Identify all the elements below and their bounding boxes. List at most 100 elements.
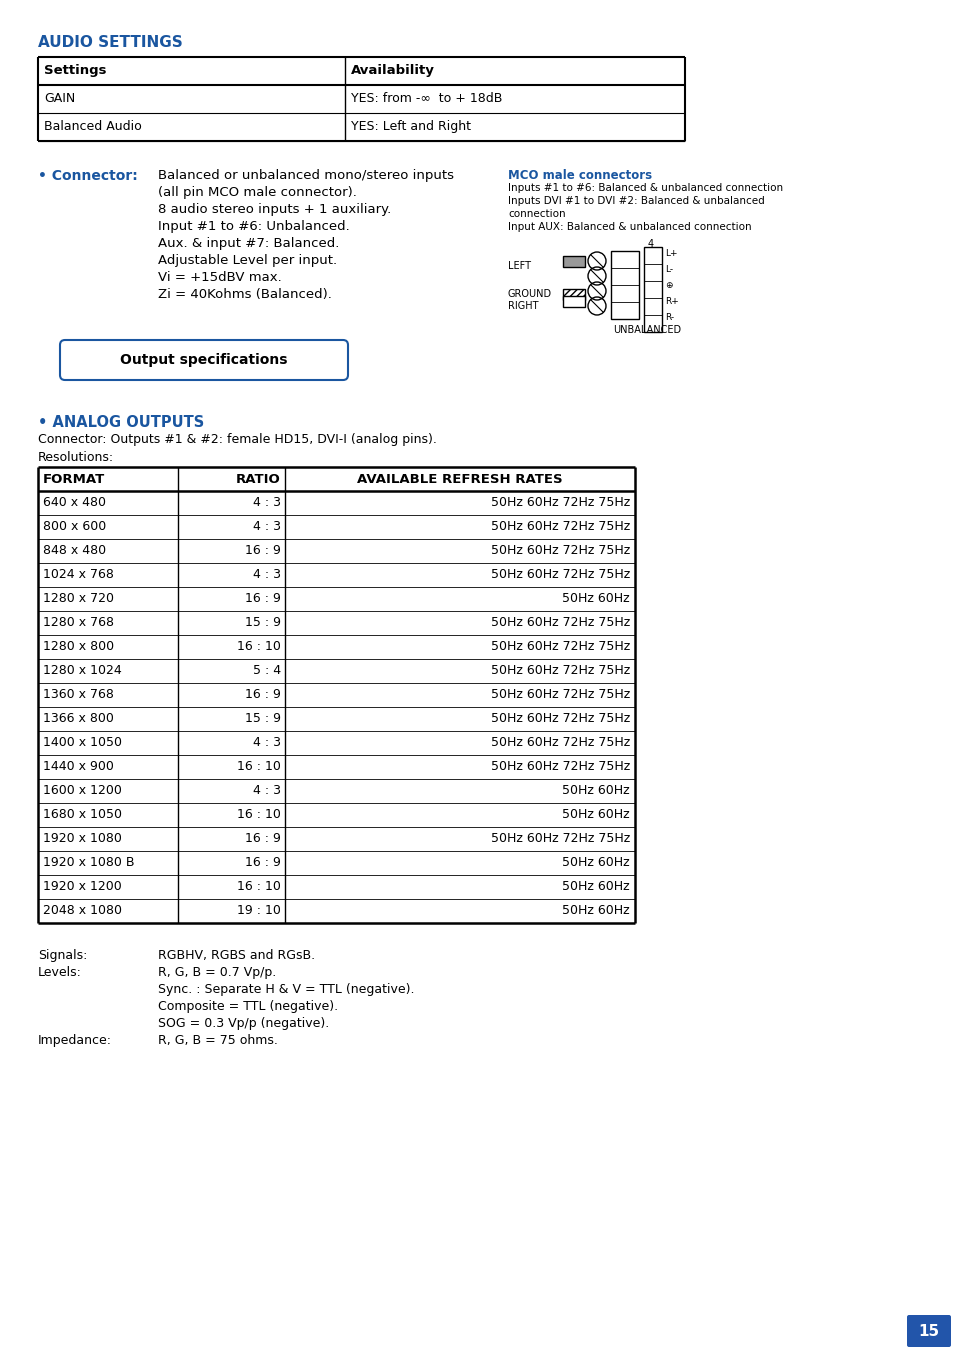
Text: Impedance:: Impedance: — [38, 1034, 112, 1048]
Text: UNBALANCED: UNBALANCED — [613, 325, 680, 335]
Text: R, G, B = 75 ohms.: R, G, B = 75 ohms. — [158, 1034, 277, 1048]
Bar — [562, 296, 584, 306]
Text: 16 : 10: 16 : 10 — [237, 880, 281, 892]
Text: YES: from -∞  to + 18dB: YES: from -∞ to + 18dB — [351, 92, 502, 105]
Text: FORMAT: FORMAT — [43, 472, 105, 486]
Text: 50Hz 60Hz 72Hz 75Hz: 50Hz 60Hz 72Hz 75Hz — [490, 568, 629, 580]
Text: Levels:: Levels: — [38, 967, 82, 979]
Text: Input #1 to #6: Unbalanced.: Input #1 to #6: Unbalanced. — [158, 220, 350, 234]
Text: Inputs #1 to #6: Balanced & unbalanced connection: Inputs #1 to #6: Balanced & unbalanced c… — [507, 184, 782, 193]
Text: 1600 x 1200: 1600 x 1200 — [43, 784, 122, 796]
Text: 15 : 9: 15 : 9 — [245, 711, 281, 725]
Text: 16 : 10: 16 : 10 — [237, 809, 281, 821]
Text: 50Hz 60Hz: 50Hz 60Hz — [561, 809, 629, 821]
Text: 50Hz 60Hz: 50Hz 60Hz — [561, 784, 629, 796]
Text: Connector: Outputs #1 & #2: female HD15, DVI-I (analog pins).: Connector: Outputs #1 & #2: female HD15,… — [38, 433, 436, 446]
Text: 1280 x 768: 1280 x 768 — [43, 616, 113, 629]
Text: Balanced Audio: Balanced Audio — [44, 120, 142, 134]
Text: 16 : 9: 16 : 9 — [245, 856, 281, 869]
Text: 50Hz 60Hz 72Hz 75Hz: 50Hz 60Hz 72Hz 75Hz — [490, 711, 629, 725]
Text: GAIN: GAIN — [44, 92, 75, 105]
Text: 640 x 480: 640 x 480 — [43, 495, 106, 509]
Text: 4 : 3: 4 : 3 — [253, 520, 281, 533]
Bar — [643, 247, 661, 332]
FancyBboxPatch shape — [60, 340, 348, 379]
Text: R+: R+ — [664, 297, 678, 306]
Text: 16 : 9: 16 : 9 — [245, 832, 281, 845]
Text: 50Hz 60Hz 72Hz 75Hz: 50Hz 60Hz 72Hz 75Hz — [490, 688, 629, 701]
Text: 50Hz 60Hz 72Hz 75Hz: 50Hz 60Hz 72Hz 75Hz — [490, 664, 629, 676]
Text: Sync. : Separate H & V = TTL (negative).: Sync. : Separate H & V = TTL (negative). — [158, 983, 414, 996]
Text: • Connector:: • Connector: — [38, 169, 137, 184]
Text: Inputs DVI #1 to DVI #2: Balanced & unbalanced: Inputs DVI #1 to DVI #2: Balanced & unba… — [507, 196, 764, 207]
Text: LEFT: LEFT — [507, 261, 531, 271]
Text: Vi = +15dBV max.: Vi = +15dBV max. — [158, 271, 281, 284]
Text: 1280 x 1024: 1280 x 1024 — [43, 664, 122, 676]
Text: 50Hz 60Hz 72Hz 75Hz: 50Hz 60Hz 72Hz 75Hz — [490, 520, 629, 533]
Text: 19 : 10: 19 : 10 — [237, 904, 281, 917]
Text: 4: 4 — [647, 239, 654, 248]
Text: 848 x 480: 848 x 480 — [43, 544, 106, 558]
Text: AVAILABLE REFRESH RATES: AVAILABLE REFRESH RATES — [356, 472, 562, 486]
Text: 16 : 9: 16 : 9 — [245, 593, 281, 605]
Text: 16 : 9: 16 : 9 — [245, 688, 281, 701]
Text: R-: R- — [664, 313, 674, 323]
Text: • ANALOG OUTPUTS: • ANALOG OUTPUTS — [38, 414, 204, 431]
Text: 50Hz 60Hz: 50Hz 60Hz — [561, 856, 629, 869]
Text: SOG = 0.3 Vp/p (negative).: SOG = 0.3 Vp/p (negative). — [158, 1017, 329, 1030]
Text: 8 audio stereo inputs + 1 auxiliary.: 8 audio stereo inputs + 1 auxiliary. — [158, 202, 391, 216]
Text: Availability: Availability — [351, 63, 435, 77]
Text: 50Hz 60Hz 72Hz 75Hz: 50Hz 60Hz 72Hz 75Hz — [490, 616, 629, 629]
Text: 1400 x 1050: 1400 x 1050 — [43, 736, 122, 749]
Text: 50Hz 60Hz: 50Hz 60Hz — [561, 880, 629, 892]
Text: 800 x 600: 800 x 600 — [43, 520, 106, 533]
Text: Signals:: Signals: — [38, 949, 88, 963]
Text: Output specifications: Output specifications — [120, 352, 288, 367]
Text: 4 : 3: 4 : 3 — [253, 568, 281, 580]
Text: Aux. & input #7: Balanced.: Aux. & input #7: Balanced. — [158, 238, 339, 250]
Text: 1280 x 720: 1280 x 720 — [43, 593, 113, 605]
Text: RIGHT: RIGHT — [507, 301, 537, 310]
Bar — [562, 289, 584, 300]
Text: 16 : 10: 16 : 10 — [237, 640, 281, 653]
Bar — [610, 251, 639, 319]
Text: 1920 x 1200: 1920 x 1200 — [43, 880, 122, 892]
Text: 1366 x 800: 1366 x 800 — [43, 711, 113, 725]
Text: 16 : 9: 16 : 9 — [245, 544, 281, 558]
Text: 1920 x 1080 B: 1920 x 1080 B — [43, 856, 134, 869]
Text: 50Hz 60Hz 72Hz 75Hz: 50Hz 60Hz 72Hz 75Hz — [490, 760, 629, 774]
Text: 5 : 4: 5 : 4 — [253, 664, 281, 676]
Text: Balanced or unbalanced mono/stereo inputs: Balanced or unbalanced mono/stereo input… — [158, 169, 454, 182]
Text: 15: 15 — [918, 1323, 939, 1338]
FancyBboxPatch shape — [906, 1315, 950, 1347]
Text: 50Hz 60Hz 72Hz 75Hz: 50Hz 60Hz 72Hz 75Hz — [490, 495, 629, 509]
Text: YES: Left and Right: YES: Left and Right — [351, 120, 471, 134]
Text: 50Hz 60Hz 72Hz 75Hz: 50Hz 60Hz 72Hz 75Hz — [490, 544, 629, 558]
Text: Adjustable Level per input.: Adjustable Level per input. — [158, 254, 336, 267]
Text: 50Hz 60Hz 72Hz 75Hz: 50Hz 60Hz 72Hz 75Hz — [490, 640, 629, 653]
Text: 1360 x 768: 1360 x 768 — [43, 688, 113, 701]
Text: 50Hz 60Hz: 50Hz 60Hz — [561, 593, 629, 605]
Text: 1920 x 1080: 1920 x 1080 — [43, 832, 122, 845]
Text: Settings: Settings — [44, 63, 107, 77]
Text: GROUND: GROUND — [507, 289, 552, 298]
Text: AUDIO SETTINGS: AUDIO SETTINGS — [38, 35, 183, 50]
Text: connection: connection — [507, 209, 565, 219]
Text: Resolutions:: Resolutions: — [38, 451, 114, 464]
Text: (all pin MCO male connector).: (all pin MCO male connector). — [158, 186, 356, 198]
Text: 50Hz 60Hz: 50Hz 60Hz — [561, 904, 629, 917]
Text: RATIO: RATIO — [236, 472, 281, 486]
Bar — [562, 256, 584, 267]
Text: 1280 x 800: 1280 x 800 — [43, 640, 114, 653]
Text: ⊕: ⊕ — [664, 281, 672, 290]
Text: Composite = TTL (negative).: Composite = TTL (negative). — [158, 1000, 337, 1012]
Text: L+: L+ — [664, 248, 677, 258]
Text: R, G, B = 0.7 Vp/p.: R, G, B = 0.7 Vp/p. — [158, 967, 276, 979]
Text: 4 : 3: 4 : 3 — [253, 495, 281, 509]
Text: 16 : 10: 16 : 10 — [237, 760, 281, 774]
Text: 2048 x 1080: 2048 x 1080 — [43, 904, 122, 917]
Text: Zi = 40Kohms (Balanced).: Zi = 40Kohms (Balanced). — [158, 288, 332, 301]
Text: RGBHV, RGBS and RGsB.: RGBHV, RGBS and RGsB. — [158, 949, 314, 963]
Text: 50Hz 60Hz 72Hz 75Hz: 50Hz 60Hz 72Hz 75Hz — [490, 736, 629, 749]
Text: Input AUX: Balanced & unbalanced connection: Input AUX: Balanced & unbalanced connect… — [507, 221, 751, 232]
